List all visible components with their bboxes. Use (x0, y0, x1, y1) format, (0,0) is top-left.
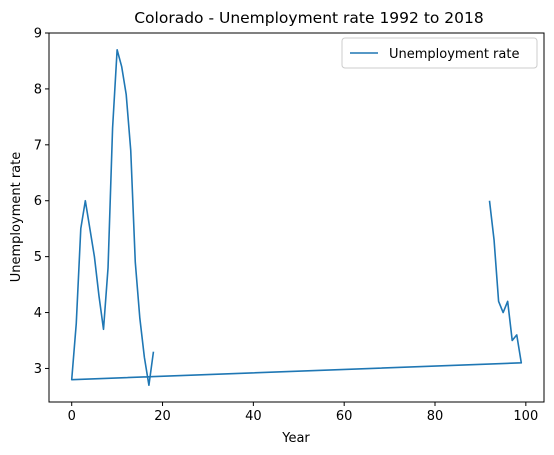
y-tick-label: 9 (34, 27, 42, 42)
y-tick-label: 4 (34, 306, 42, 321)
plot-frame (48, 32, 545, 403)
legend-label: Unemployment rate (389, 47, 519, 62)
x-axis: 0 20 40 60 80 100 (68, 402, 538, 424)
y-axis-label: Unemployment rate (9, 152, 24, 282)
x-tick-label: 100 (513, 409, 538, 424)
y-tick-label: 5 (34, 250, 42, 265)
legend: Unemployment rate (341, 37, 538, 69)
legend-box (341, 37, 538, 69)
y-tick-label: 7 (34, 138, 42, 153)
x-tick-label: 40 (245, 409, 262, 424)
y-axis: 3 4 5 6 7 8 9 (34, 27, 49, 377)
series-line-0 (70, 48, 523, 387)
series-group (70, 48, 523, 387)
plot-area (48, 32, 545, 403)
y-tick-label: 6 (34, 194, 42, 209)
y-tick-label: 8 (34, 82, 42, 97)
y-tick-label: 3 (34, 362, 42, 377)
x-tick-label: 80 (427, 409, 444, 424)
chart-title: Colorado - Unemployment rate 1992 to 201… (134, 9, 484, 27)
x-tick-label: 60 (336, 409, 353, 424)
x-tick-label: 0 (68, 409, 76, 424)
x-axis-label: Year (281, 431, 310, 446)
x-tick-label: 20 (154, 409, 171, 424)
